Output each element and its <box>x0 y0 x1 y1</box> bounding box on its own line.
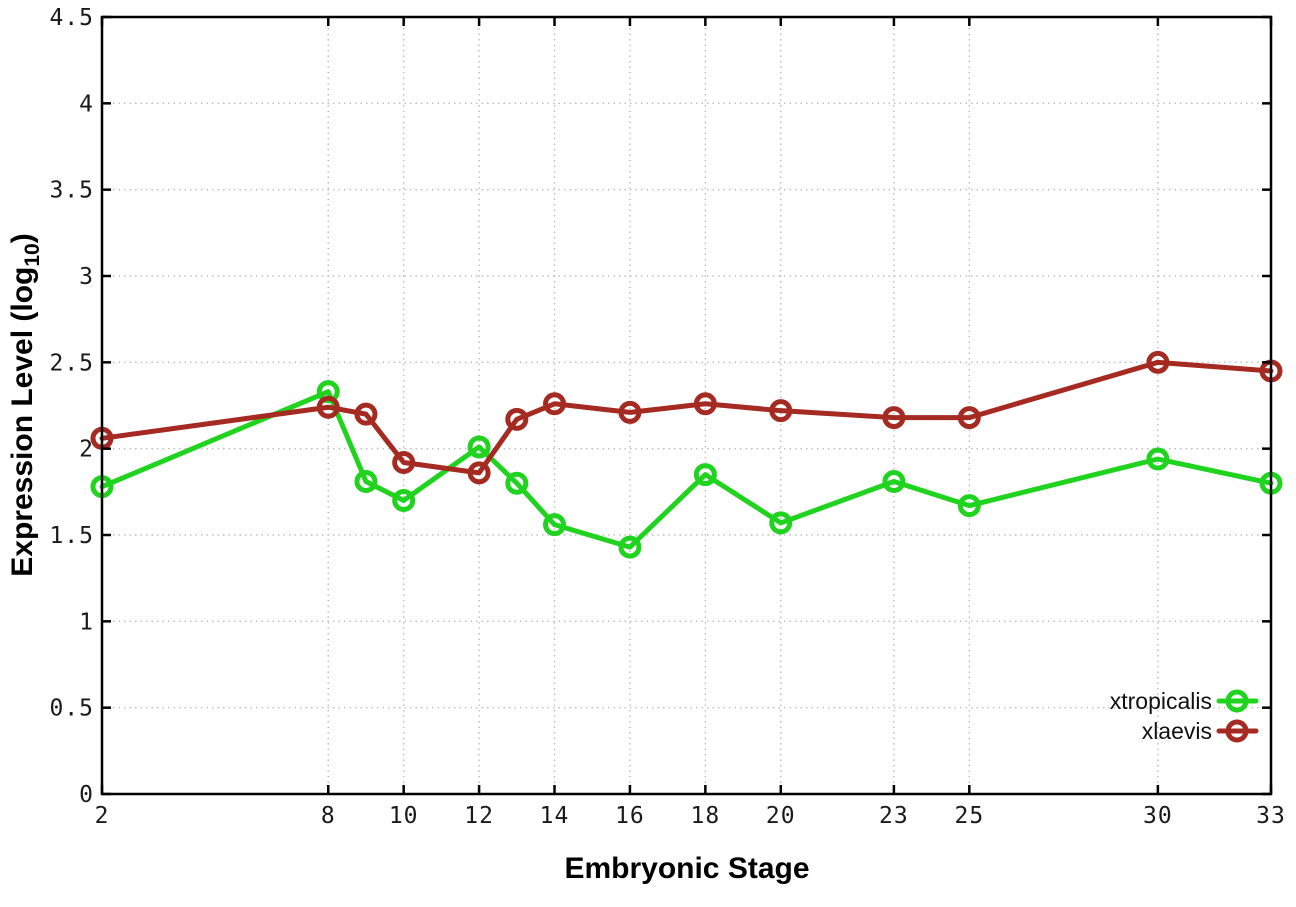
data-point-xlaevis-stage-20 <box>769 399 793 423</box>
y-tick-label: 4 <box>79 91 94 117</box>
data-point-xtropicalis-stage-16 <box>618 535 642 559</box>
data-point-xtropicalis-stage-10 <box>392 488 416 512</box>
data-point-xlaevis-stage-30 <box>1146 350 1170 374</box>
data-point-xlaevis-stage-25 <box>957 406 981 430</box>
legend-marker-icon-xtropicalis <box>1225 689 1249 713</box>
y-tick-label: 0.5 <box>49 696 94 722</box>
x-tick-label: 30 <box>1143 803 1173 829</box>
x-tick-label: 12 <box>464 803 494 829</box>
y-tick-label: 0 <box>79 782 94 808</box>
data-point-xlaevis-stage-9 <box>354 402 378 426</box>
x-tick-label: 14 <box>540 803 570 829</box>
series-line-xlaevis <box>99 359 1274 476</box>
data-point-xtropicalis-stage-12 <box>467 435 491 459</box>
y-tick-label: 3 <box>79 264 94 290</box>
x-tick-label: 10 <box>389 803 419 829</box>
data-point-xlaevis-stage-16 <box>618 400 642 424</box>
tick-marks-layer <box>100 15 1273 796</box>
series-layer <box>90 350 1283 559</box>
data-point-xtropicalis-stage-14 <box>543 513 567 537</box>
data-point-xlaevis-stage-8 <box>316 395 340 419</box>
x-tick-label: 2 <box>95 803 110 829</box>
legend-label-xlaevis: xlaevis <box>1142 718 1212 744</box>
data-point-xlaevis-stage-12 <box>467 461 491 485</box>
data-point-xtropicalis-stage-30 <box>1146 447 1170 471</box>
y-tick-label: 4.5 <box>49 5 94 31</box>
data-point-xtropicalis-stage-18 <box>693 463 717 487</box>
legend-marker-icon-xlaevis <box>1225 719 1249 743</box>
x-tick-label: 23 <box>879 803 909 829</box>
x-tick-label: 25 <box>954 803 984 829</box>
data-point-xlaevis-stage-23 <box>882 406 906 430</box>
data-point-xtropicalis-stage-23 <box>882 469 906 493</box>
y-tick-label: 3.5 <box>49 178 94 204</box>
legend-marker-icons <box>1216 689 1259 743</box>
legend-label-xtropicalis: xtropicalis <box>1110 688 1212 714</box>
x-tick-label: 18 <box>691 803 721 829</box>
data-point-xtropicalis-stage-13 <box>505 471 529 495</box>
x-tick-label: 33 <box>1256 803 1286 829</box>
x-axis-title: Embryonic Stage <box>564 852 809 885</box>
y-tick-label: 2 <box>79 437 94 463</box>
data-point-xlaevis-stage-14 <box>543 392 567 416</box>
x-tick-label: 8 <box>321 803 336 829</box>
y-tick-label: 1.5 <box>49 523 94 549</box>
y-axis-title: Expression Level (log10) <box>6 233 44 576</box>
data-point-xtropicalis-stage-25 <box>957 494 981 518</box>
plot-border <box>100 15 1273 796</box>
x-tick-label: 20 <box>766 803 796 829</box>
data-point-xlaevis-stage-13 <box>505 407 529 431</box>
data-point-xtropicalis-stage-9 <box>354 469 378 493</box>
tick-labels-layer: 0 0.5 1 1.5 2 2.5 3 3.5 4 4.5 2 8 10 12 14 16 18 20 23 25 30… <box>49 5 1286 829</box>
data-point-xlaevis-stage-10 <box>392 450 416 474</box>
data-point-xtropicalis-stage-20 <box>769 511 793 535</box>
y-tick-label: 2.5 <box>49 350 94 376</box>
data-point-xlaevis-stage-18 <box>693 392 717 416</box>
legend: xtropicalis xlaevis <box>1110 688 1259 744</box>
y-tick-label: 1 <box>79 609 94 635</box>
x-tick-label: 16 <box>615 803 645 829</box>
